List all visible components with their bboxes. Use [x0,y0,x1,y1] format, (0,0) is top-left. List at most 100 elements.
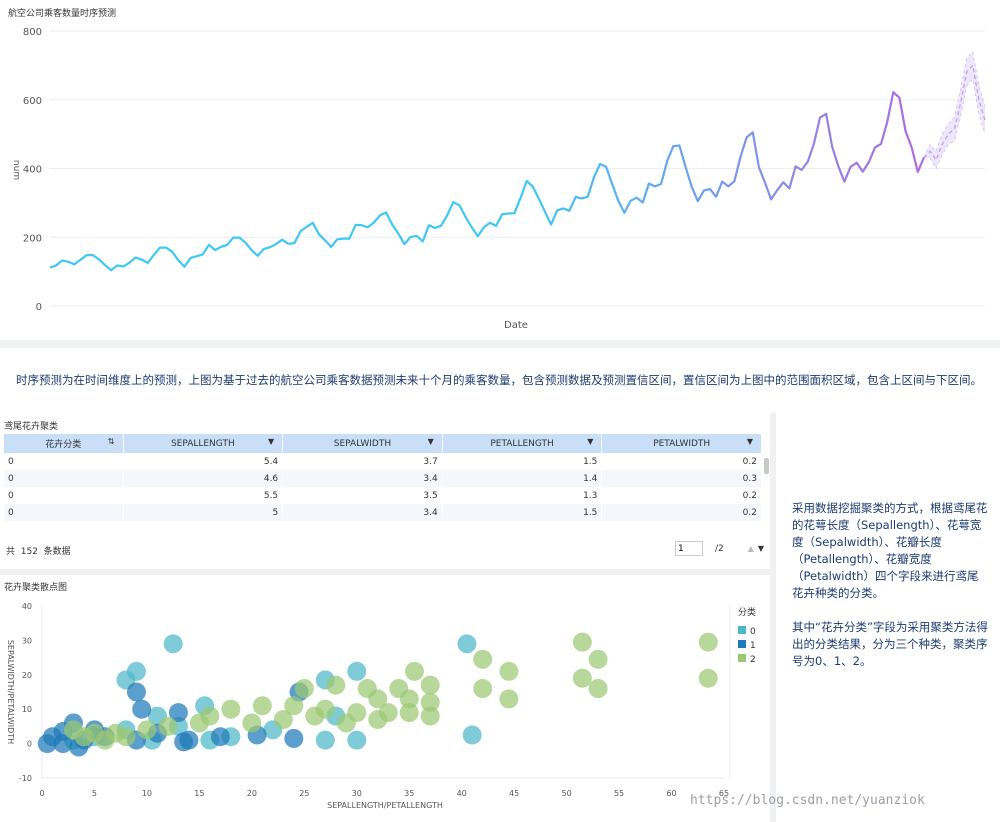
legend-swatch[interactable] [738,654,746,662]
x-tick-label: 30 [352,789,362,798]
scatter-point-class-2[interactable] [499,689,519,709]
scatter-point-class-1[interactable] [168,703,188,723]
scatter-point-class-2[interactable] [572,632,592,652]
x-tick-label: 25 [299,789,309,798]
table-header-row: 花卉分类 ⇅ SEPALLENGTH ▼ SEPALWIDTH ▼ PETALL… [4,434,762,453]
section-divider [0,340,1000,348]
scatter-point-class-2[interactable] [95,730,115,750]
scatter-point-class-2[interactable] [294,679,314,699]
scatter-point-class-2[interactable] [420,675,440,695]
caret-down-icon[interactable]: ▼ [268,437,275,446]
table-row[interactable]: 0 5.5 3.5 1.3 0.2 [4,487,762,504]
scatter-point-class-2[interactable] [368,710,388,730]
column-header-sepalwidth[interactable]: SEPALWIDTH ▼ [282,434,443,453]
scatter-point-class-2[interactable] [242,713,262,733]
scatter-point-class-0[interactable] [462,725,482,745]
legend-label[interactable]: 1 [750,641,756,651]
scatter-point-class-1[interactable] [284,728,304,748]
scatter-point-class-2[interactable] [305,706,325,726]
scatter-point-class-2[interactable] [221,699,241,719]
scatter-point-class-1[interactable] [37,734,57,754]
scatter-point-class-0[interactable] [163,634,183,654]
table-row[interactable]: 0 5 3.4 1.5 0.2 [4,504,762,521]
table-row[interactable]: 0 5.4 3.7 1.5 0.2 [4,453,762,470]
column-header-petalwidth[interactable]: PETALWIDTH ▼ [601,434,762,453]
legend-label[interactable]: 2 [750,655,756,665]
y-tick-label: 400 [23,165,42,176]
legend-title: 分类 [738,606,756,618]
scatter-point-class-2[interactable] [473,679,493,699]
y-tick-label: 20 [22,671,32,680]
scatter-point-class-1[interactable] [53,734,73,754]
scatter-point-class-2[interactable] [420,692,440,712]
series-line-forecast [923,63,986,162]
page-up-icon[interactable]: ▲ [747,544,754,553]
x-tick-label: 65 [719,789,729,798]
y-tick-label: 40 [22,602,32,611]
caret-down-icon[interactable]: ▼ [427,437,434,446]
column-header-category[interactable]: 花卉分类 ⇅ [4,434,124,453]
column-header-sepallength[interactable]: SEPALLENGTH ▼ [123,434,284,453]
table-row[interactable]: 0 4.6 3.4 1.4 0.3 [4,470,762,487]
x-tick-label: 0 [39,789,44,798]
scatter-point-class-2[interactable] [698,632,718,652]
y-tick-label: 800 [23,27,42,38]
scatter-point-class-2[interactable] [499,661,519,681]
scatter-point-class-2[interactable] [588,679,608,699]
scatter-point-class-2[interactable] [368,689,388,709]
x-tick-label: 45 [509,789,519,798]
pagination: /2 ▲ ▼ [675,541,764,556]
scatter-point-class-2[interactable] [698,668,718,688]
forecast-lower-line [923,78,986,170]
scatter-point-class-2[interactable] [473,649,493,669]
scatter-point-class-2[interactable] [420,706,440,726]
caret-down-icon[interactable]: ▼ [746,437,753,446]
x-tick-label: 35 [404,789,414,798]
legend-swatch[interactable] [738,626,746,634]
scatter-point-class-0[interactable] [347,730,367,750]
table-scrollbar[interactable] [764,458,769,474]
scatter-point-class-2[interactable] [273,710,293,730]
filter-sort-icon[interactable]: ⇅ [107,437,115,446]
y-tick-label: 0 [27,740,32,749]
scatter-point-class-2[interactable] [158,716,178,736]
scatter-point-class-2[interactable] [399,689,419,709]
scatter-point-class-2[interactable] [189,713,209,733]
forecast-upper-line [923,50,986,158]
table-panel: 鸢尾花卉聚类 花卉分类 ⇅ SEPALLENGTH ▼ SEPALWIDTH ▼ [0,413,770,571]
y-tick-label: 0 [36,302,42,313]
caret-down-icon[interactable]: ▼ [587,437,594,446]
scatter-point-class-2[interactable] [252,696,272,716]
scatter-point-class-2[interactable] [63,720,83,740]
scatter-point-class-1[interactable] [210,727,230,747]
scatter-panel: 花卉聚类散点图 40 30 20 10 0 -10 0 5 10 15 20 25 30 35 40 45 50… [0,575,770,822]
scatter-point-class-2[interactable] [404,661,424,681]
scatter-point-class-0[interactable] [315,730,335,750]
record-count: 共 152 条数据 [6,547,71,557]
y-tick-label: 600 [23,96,42,107]
scatter-point-class-1[interactable] [132,699,152,719]
scatter-point-class-2[interactable] [284,696,304,716]
scatter-point-class-2[interactable] [588,649,608,669]
page-down-icon[interactable]: ▼ [757,544,765,553]
x-tick-label: 20 [247,789,257,798]
scatter-point-class-2[interactable] [336,713,356,733]
page-number-input[interactable] [675,541,703,556]
table-scroll-area[interactable]: 花卉分类 ⇅ SEPALLENGTH ▼ SEPALWIDTH ▼ PETALL… [4,434,764,549]
scatter-point-class-0[interactable] [457,634,477,654]
column-header-petallength[interactable]: PETALLENGTH ▼ [442,434,603,453]
scatter-point-class-2[interactable] [572,668,592,688]
watermark: https://blog.csdn.net/yuanziok [690,793,925,808]
scatter-point-class-2[interactable] [326,675,346,695]
scatter-point-class-1[interactable] [174,732,194,752]
scatter-point-class-2[interactable] [399,703,419,723]
scatter-point-class-1[interactable] [126,682,146,702]
scatter-title: 花卉聚类散点图 [4,583,68,593]
scatter-point-class-0[interactable] [347,661,367,681]
legend-swatch[interactable] [738,640,746,648]
x-tick-label: 15 [194,789,204,798]
legend-label[interactable]: 0 [750,627,756,637]
scatter-point-class-2[interactable] [116,727,136,747]
scatter-point-class-2[interactable] [137,720,157,740]
